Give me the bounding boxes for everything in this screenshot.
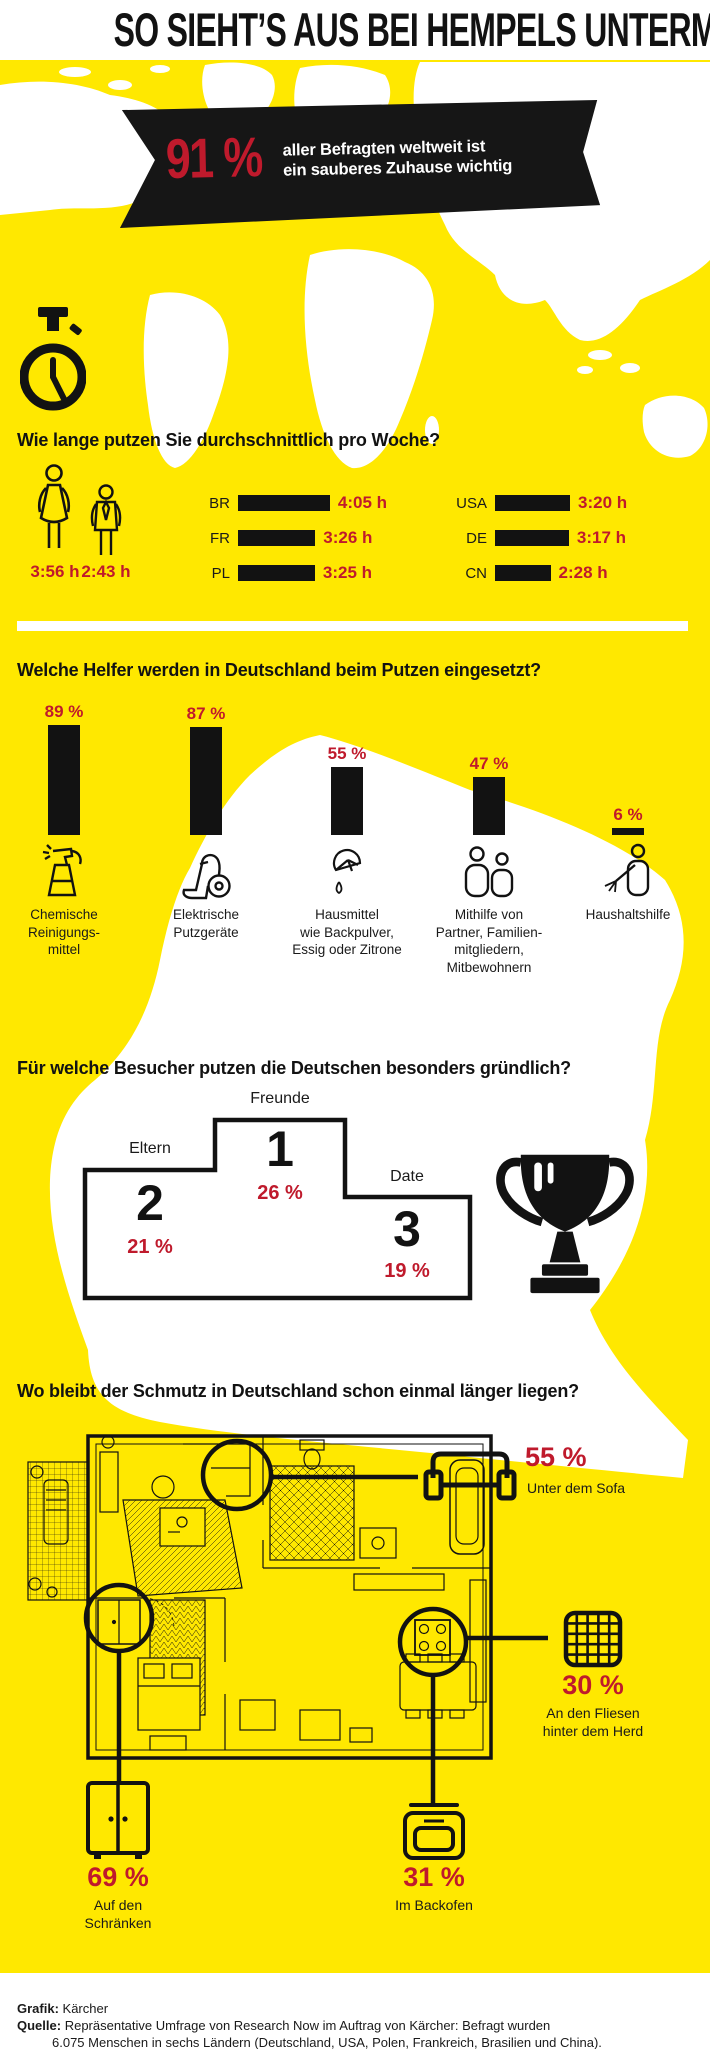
podium-label-second: Eltern xyxy=(129,1140,171,1157)
spot-label-sofa: Unter dem Sofa xyxy=(527,1480,626,1496)
stopwatch-icon xyxy=(20,304,86,422)
wardrobe-icon xyxy=(86,1781,150,1861)
helper-bar-column: 55 % xyxy=(282,698,412,835)
helper-bar-column: 6 % xyxy=(563,698,693,835)
banner-percentage: 91 % xyxy=(165,125,263,191)
time-bar xyxy=(495,530,569,546)
helper-bar-column: 87 % xyxy=(141,698,271,835)
time-row: PL 3:25 h xyxy=(211,563,373,582)
time-row: BR 4:05 h xyxy=(209,493,388,512)
helper-label: Mithilfe von Partner, Familien- mitglied… xyxy=(435,907,543,975)
two-people-icon xyxy=(461,846,517,898)
time-bar xyxy=(495,565,551,581)
tiles-icon xyxy=(563,1610,623,1668)
podium-label-third: Date xyxy=(390,1168,424,1185)
vacuum-cleaner-icon xyxy=(178,846,234,900)
podium xyxy=(82,1117,473,1301)
bar xyxy=(473,776,505,835)
podium-rank-third: 3 xyxy=(393,1201,421,1257)
podium-rank-second: 2 xyxy=(136,1175,164,1231)
lemon-icon xyxy=(332,846,362,898)
footer-quelle-line2: 6.075 Menschen in sechs Ländern (Deutsch… xyxy=(52,2035,602,2049)
female-time: 3:56 h xyxy=(30,562,80,581)
section-heading-weekly: Wie lange putzen Sie durchschnittlich pr… xyxy=(17,430,440,450)
spot-value-wardrobe: 69 % xyxy=(87,1862,149,1892)
section-heading-dirt: Wo bleibt der Schmutz in Deutschland sch… xyxy=(17,1381,579,1401)
time-row: CN 2:28 h xyxy=(465,563,608,582)
spot-label-wardrobe: Auf den Schränken xyxy=(84,1897,152,1931)
sofa-icon xyxy=(423,1448,517,1502)
footer-grafik: Grafik: Kärcher xyxy=(17,2001,109,2016)
section-divider xyxy=(17,621,688,631)
time-bar xyxy=(238,495,330,511)
headline-ribbon: 91 % aller Befragten weltweit ist ein sa… xyxy=(119,100,601,228)
section-heading-helpers: Welche Helfer werden in Deutschland beim… xyxy=(17,660,541,680)
time-bar xyxy=(238,530,316,546)
bar xyxy=(612,827,644,835)
time-row: FR 3:26 h xyxy=(210,528,373,547)
male-time: 2:43 h xyxy=(81,562,131,581)
podium-pct-first: 26 % xyxy=(257,1182,303,1204)
helper-label: Hausmittel wie Backpulver, Essig oder Zi… xyxy=(292,907,402,957)
spot-label-oven: Im Backofen xyxy=(395,1897,473,1913)
podium-pct-third: 19 % xyxy=(384,1260,430,1282)
trophy-icon xyxy=(492,1142,638,1302)
cleaning-helper-icon xyxy=(602,843,654,899)
time-row: USA 3:20 h xyxy=(456,493,628,512)
podium-pct-second: 21 % xyxy=(127,1236,173,1258)
spray-bottle-icon xyxy=(39,843,89,899)
spot-label-tiles: An den Fliesen hinter dem Herd xyxy=(542,1705,644,1739)
helper-bar-column: 47 % xyxy=(424,698,554,835)
podium-rank-first: 1 xyxy=(266,1121,294,1177)
bar xyxy=(190,727,222,835)
podium-label-first: Freunde xyxy=(250,1090,310,1107)
page-title: SO SIEHT’S AUS BEI HEMPELS UNTERM SOFA xyxy=(113,3,710,56)
woman-icon xyxy=(34,464,74,559)
section-heading-visitors: Für welche Besucher putzen die Deutschen… xyxy=(17,1058,571,1078)
oven-icon xyxy=(403,1803,465,1860)
bar xyxy=(48,725,80,835)
bar xyxy=(331,767,363,835)
footer-quelle: Quelle: Repräsentative Umfrage von Resea… xyxy=(17,2018,551,2033)
time-row: DE 3:17 h xyxy=(466,528,627,547)
helper-label: Haushaltshilfe xyxy=(585,907,671,922)
time-bar xyxy=(495,495,570,511)
man-icon xyxy=(90,484,122,559)
banner-text: aller Befragten weltweit ist ein saubere… xyxy=(282,137,513,180)
helper-label: Elektrische Putzgeräte xyxy=(172,907,240,940)
apartment-floor-plan xyxy=(27,1434,548,1805)
helper-label: Chemische Reinigungs- mittel xyxy=(27,907,101,957)
helper-bar-column: 89 % xyxy=(0,698,129,835)
spot-value-sofa: 55 % xyxy=(525,1442,587,1472)
time-bar xyxy=(238,565,315,581)
spot-value-oven: 31 % xyxy=(403,1862,465,1892)
spot-value-tiles: 30 % xyxy=(562,1670,624,1700)
